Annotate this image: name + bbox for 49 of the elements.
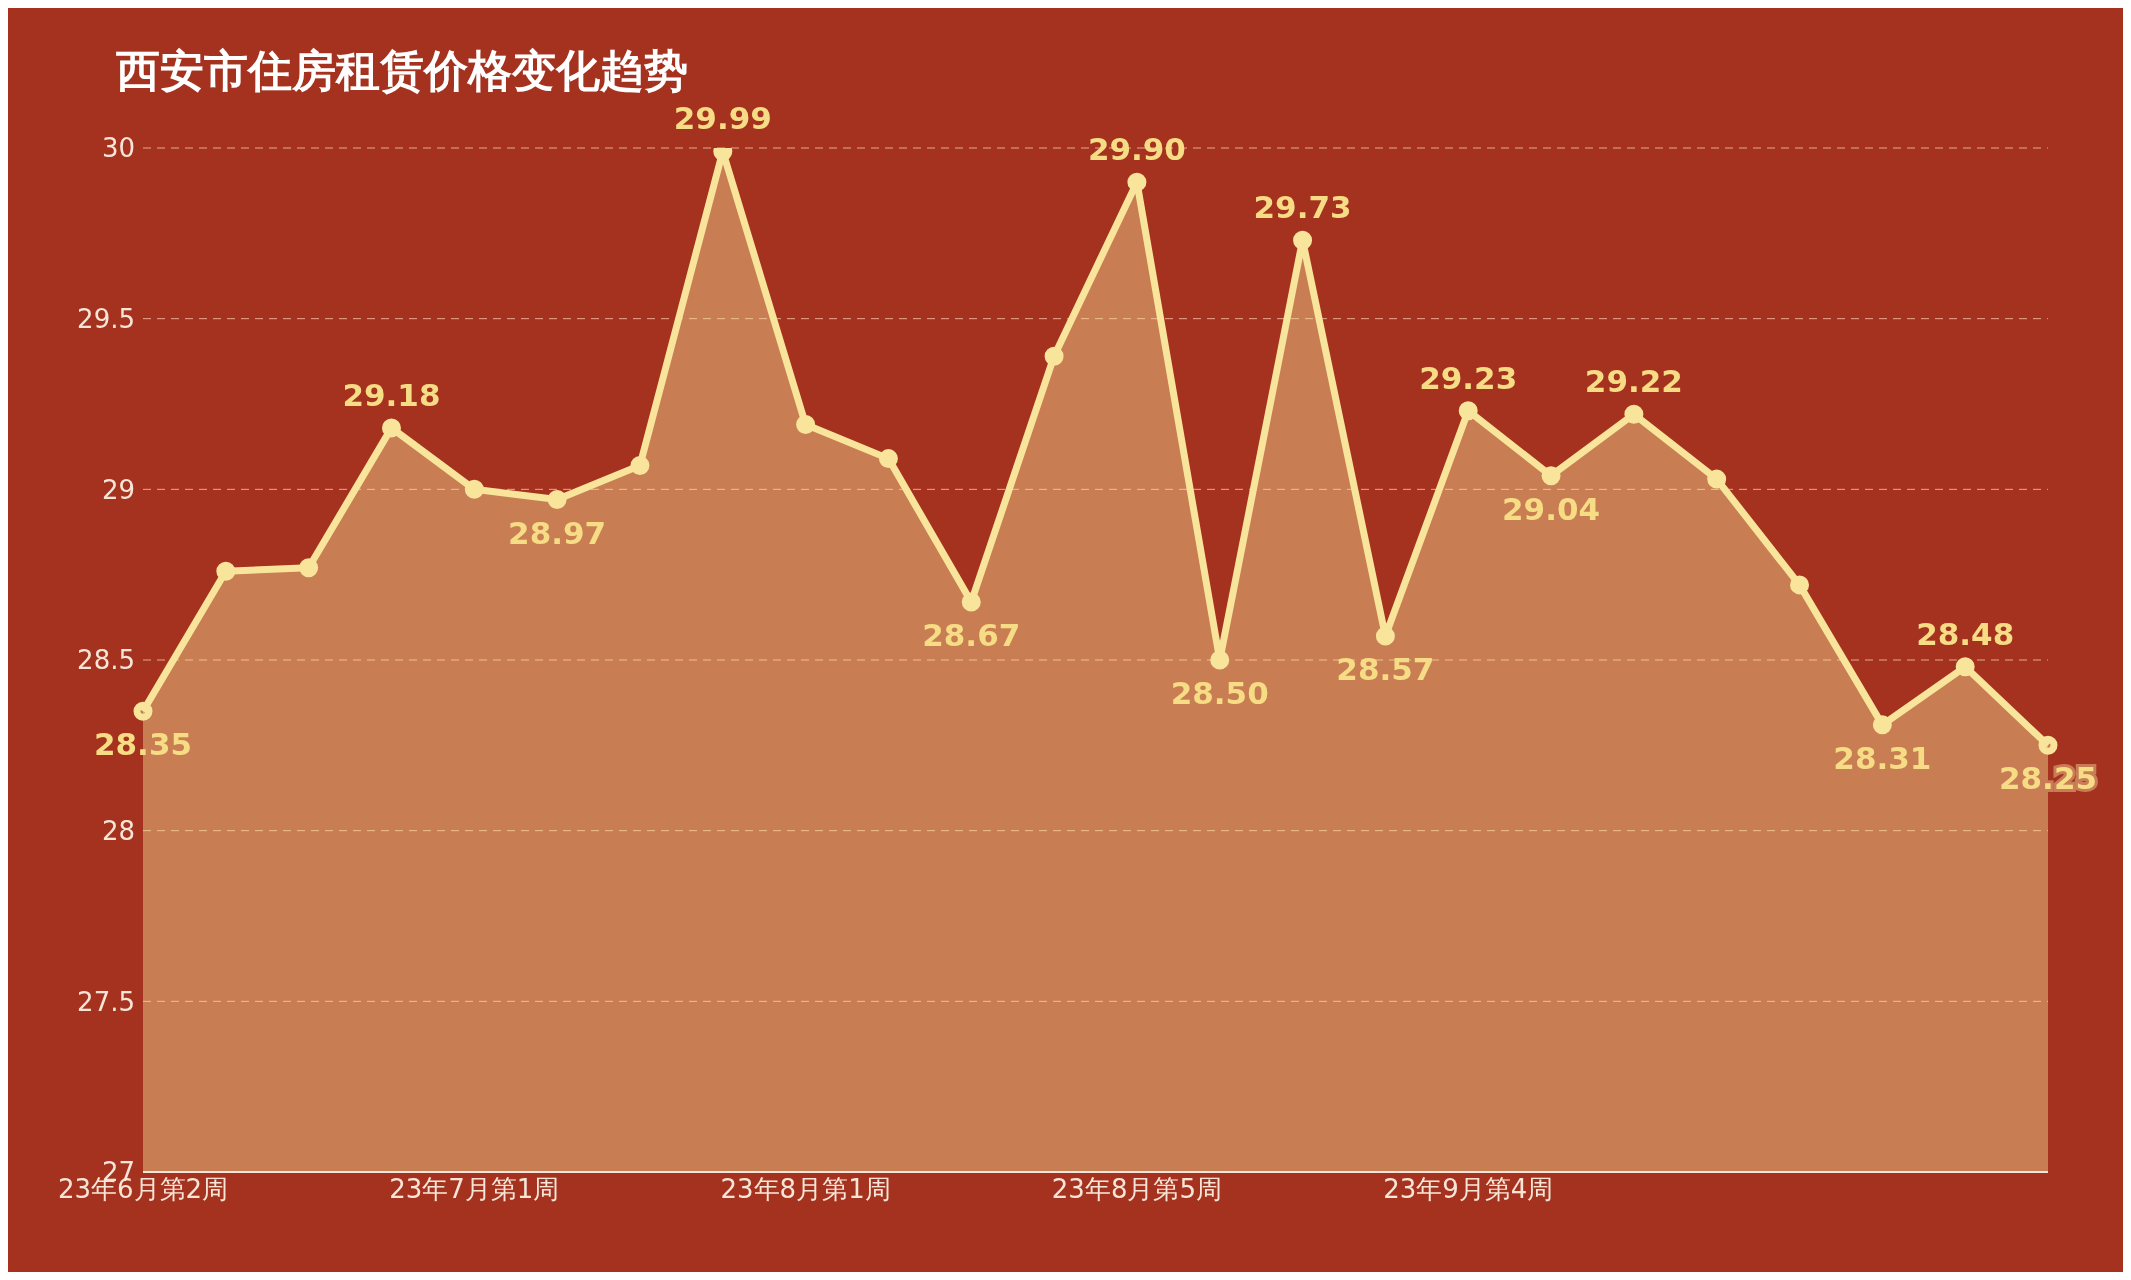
point — [1707, 469, 1727, 489]
point — [1044, 346, 1064, 366]
point — [381, 418, 401, 438]
point — [464, 479, 484, 499]
data-label: 28.31 — [1833, 739, 1932, 776]
point — [216, 561, 236, 581]
y-tick-label: 30 — [101, 133, 135, 164]
point — [547, 490, 567, 510]
data-label: 28.50 — [1170, 675, 1269, 711]
point — [1127, 172, 1147, 192]
x-tick-label: 23年7月第1周 — [389, 1174, 560, 1205]
point — [1210, 650, 1230, 670]
data-label: 29.04 — [1502, 490, 1601, 527]
x-tick-label: 23年9月第4周 — [1383, 1174, 1554, 1205]
data-label: 28.35 — [93, 726, 193, 763]
point — [1293, 230, 1313, 250]
y-tick-label: 29.5 — [77, 303, 135, 334]
data-label: 29.18 — [342, 376, 441, 413]
point — [133, 701, 153, 721]
point — [1790, 575, 1810, 595]
data-label: 29.90 — [1087, 131, 1186, 168]
data-label: 29.23 — [1419, 359, 1518, 396]
point — [630, 455, 650, 475]
data-label: 28.57 — [1336, 651, 1435, 688]
y-tick-label: 28.5 — [77, 645, 135, 676]
y-tick-label: 27.5 — [77, 986, 135, 1017]
point — [796, 414, 816, 434]
y-tick-label: 29 — [101, 474, 135, 505]
data-label: 28.48 — [1916, 615, 2015, 652]
data-label: 28.97 — [508, 514, 607, 551]
data-label: 28.25 — [1998, 760, 2098, 797]
x-tick-label: 23年8月第1周 — [720, 1174, 891, 1205]
x-tick-label: 23年8月第5周 — [1051, 1174, 1222, 1205]
chart-title: 西安市住房租赁价格变化趋势 — [116, 44, 688, 98]
point — [1624, 404, 1644, 424]
point — [2038, 735, 2058, 755]
y-tick-label: 28 — [101, 815, 135, 846]
data-label: 28.67 — [922, 616, 1021, 653]
data-label: 29.73 — [1253, 189, 1352, 226]
point — [1458, 401, 1478, 421]
point — [299, 558, 319, 578]
point — [1541, 466, 1561, 486]
data-label: 29.22 — [1584, 363, 1683, 400]
point — [961, 592, 981, 612]
point — [1375, 626, 1395, 646]
data-label: 29.99 — [673, 100, 772, 137]
point — [1872, 715, 1892, 735]
point — [878, 449, 898, 469]
point — [1955, 657, 1975, 677]
